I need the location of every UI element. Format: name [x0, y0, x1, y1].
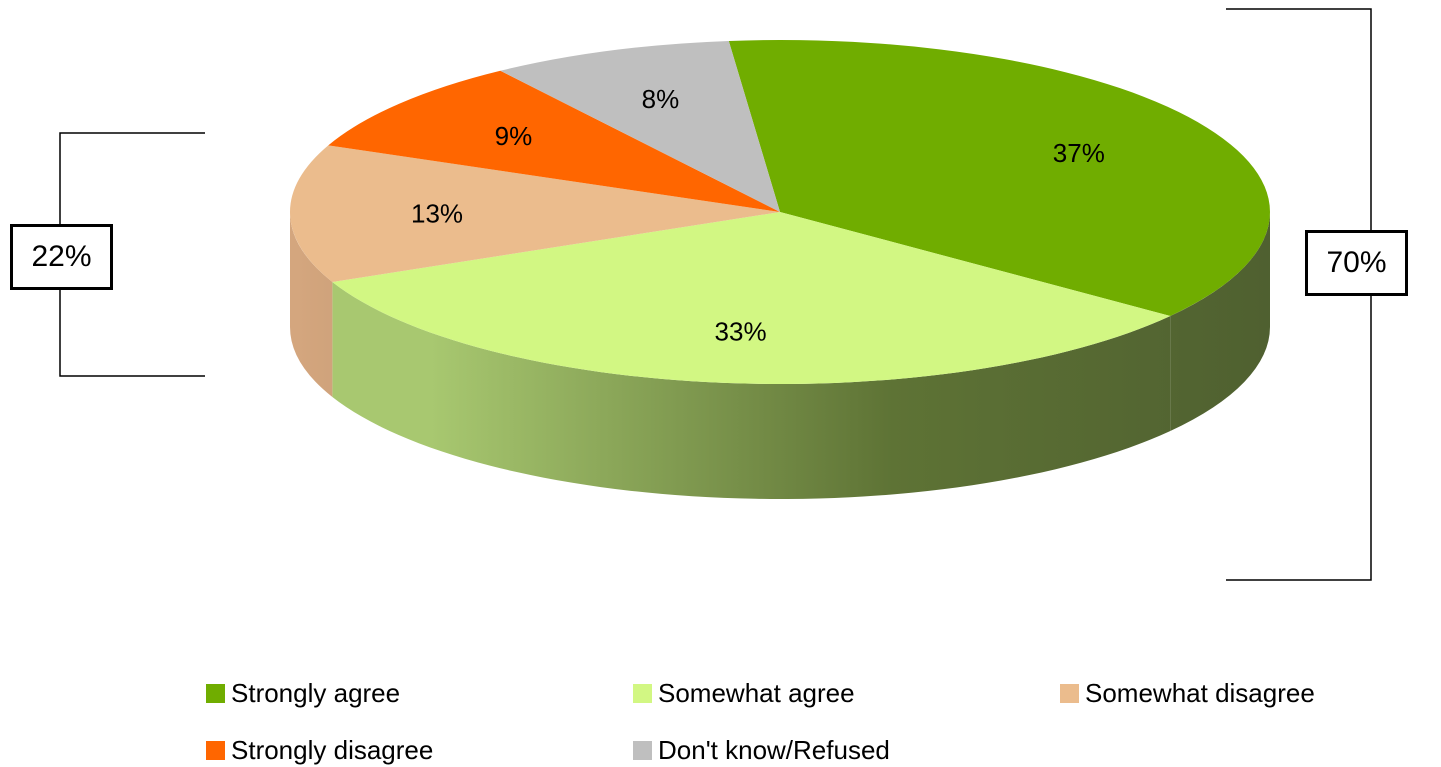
pie-slice-strongly-agree [728, 39, 1271, 316]
data-label-strongly-disagree: 9% [495, 121, 533, 151]
group-box-disagree: 22% [10, 224, 113, 290]
group-label-agree: 70% [1326, 246, 1387, 279]
pie-side-somewhat-agree [332, 281, 1171, 499]
pie-slice-somewhat-disagree [289, 145, 780, 282]
pie-slice-strongly-disagree [328, 70, 780, 213]
pie-slice-somewhat-agree [332, 212, 1171, 385]
data-label-somewhat-agree: 33% [715, 317, 767, 347]
pie-side-somewhat-disagree [290, 212, 333, 397]
pie-side-strongly-agree [1170, 212, 1270, 431]
data-label-somewhat-disagree: 13% [411, 198, 463, 228]
group-box-agree: 70% [1305, 230, 1408, 296]
data-label-don-t-know-refused: 8% [642, 84, 680, 114]
pie-slice-don-t-know-refused [500, 40, 780, 213]
data-label-strongly-agree: 37% [1053, 138, 1105, 168]
group-label-disagree: 22% [31, 240, 92, 273]
